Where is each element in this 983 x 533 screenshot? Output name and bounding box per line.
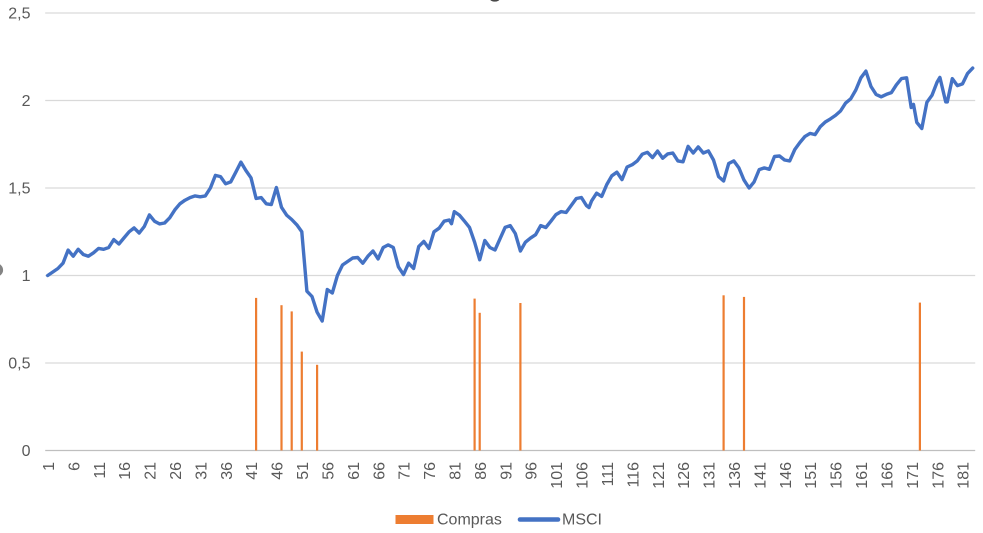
svg-text:16: 16 [117,462,134,480]
svg-text:181: 181 [956,462,973,489]
svg-text:11: 11 [92,462,109,479]
svg-text:0: 0 [22,443,31,460]
svg-text:136: 136 [727,462,744,489]
svg-text:1: 1 [41,462,58,471]
svg-text:151: 151 [803,462,820,489]
svg-text:171: 171 [905,462,922,489]
svg-text:101: 101 [549,462,566,489]
svg-text:76: 76 [422,462,439,480]
svg-text:96: 96 [524,462,541,480]
svg-text:111: 111 [600,462,617,486]
svg-text:121: 121 [651,462,668,489]
svg-text:2,5: 2,5 [8,5,30,22]
svg-text:131: 131 [702,462,719,489]
svg-text:2: 2 [22,93,31,110]
svg-text:46: 46 [270,462,287,480]
svg-text:56: 56 [321,462,338,480]
svg-text:156: 156 [829,462,846,489]
svg-text:41: 41 [244,462,261,480]
svg-text:21: 21 [143,462,160,480]
svg-text:1,5: 1,5 [8,180,30,197]
svg-text:81: 81 [448,462,465,480]
svg-text:166: 166 [880,462,897,489]
svg-text:36: 36 [219,462,236,480]
svg-text:126: 126 [676,462,693,489]
svg-text:141: 141 [752,462,769,489]
svg-text:71: 71 [397,462,414,480]
svg-text:116: 116 [625,462,642,488]
svg-text:31: 31 [193,462,210,480]
svg-text:106: 106 [575,462,592,489]
svg-text:161: 161 [854,462,871,489]
svg-text:61: 61 [346,462,363,480]
svg-text:Compras: Compras [437,511,502,528]
svg-text:51: 51 [295,462,312,480]
svg-text:MSCI: MSCI [562,511,602,528]
svg-text:86: 86 [473,462,490,480]
svg-text:91: 91 [498,462,515,480]
svg-text:146: 146 [778,462,795,489]
svg-text:66: 66 [371,462,388,480]
svg-text:176: 176 [930,462,947,489]
svg-text:1: 1 [22,268,31,285]
svg-text:6: 6 [66,462,83,471]
svg-text:0,5: 0,5 [8,355,30,372]
svg-text:26: 26 [168,462,185,480]
